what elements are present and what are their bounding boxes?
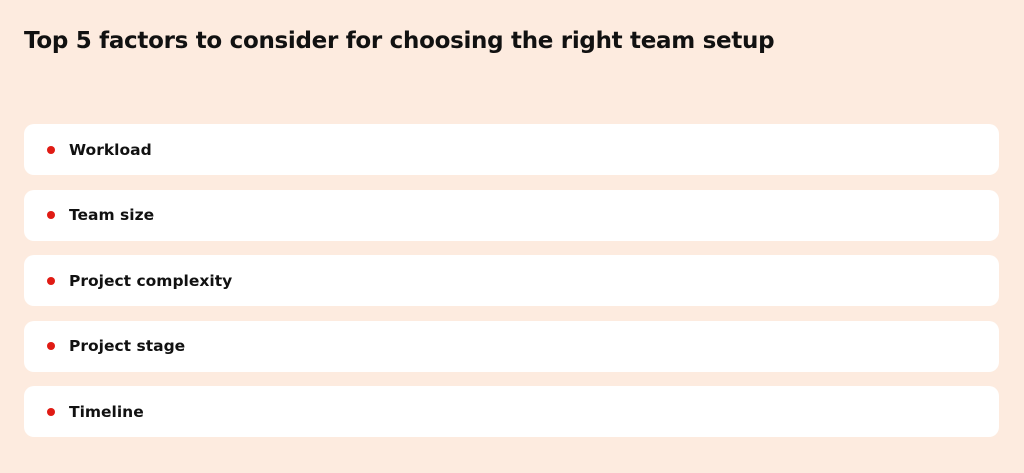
list-item: Project complexity xyxy=(24,255,999,306)
item-label: Timeline xyxy=(69,402,144,421)
list-item: Workload xyxy=(24,124,999,175)
bullet-icon xyxy=(47,276,55,285)
list-item: Team size xyxy=(24,189,999,241)
item-label: Team size xyxy=(69,206,155,224)
item-label: Workload xyxy=(69,140,152,159)
list-item: Project stage xyxy=(24,320,999,372)
factor-list: Workload Team size Project complexity Pr… xyxy=(24,124,999,452)
list-item: Timeline xyxy=(24,386,999,437)
bullet-icon xyxy=(47,342,55,350)
bullet-icon xyxy=(47,145,55,154)
item-label: Project stage xyxy=(69,337,186,355)
page-title: Top 5 factors to consider for choosing t… xyxy=(24,28,775,54)
bullet-icon xyxy=(47,407,55,416)
item-label: Project complexity xyxy=(69,271,233,290)
bullet-icon xyxy=(47,211,55,219)
